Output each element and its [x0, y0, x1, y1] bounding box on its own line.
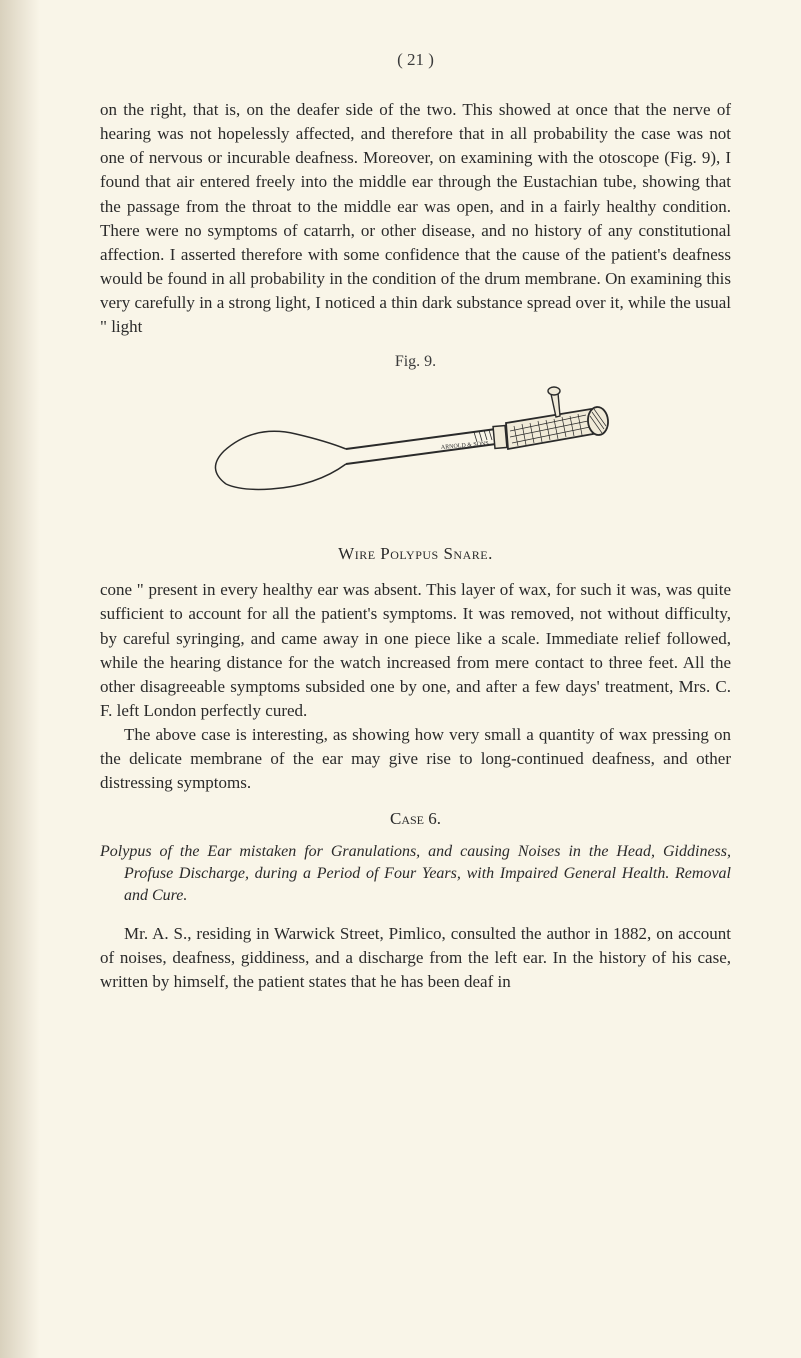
page-shadow	[0, 0, 40, 1358]
case-subtitle: Polypus of the Ear mistaken for Granulat…	[100, 841, 731, 906]
figure-label: Fig. 9.	[100, 353, 731, 371]
paragraph-2: cone " present in every healthy ear was …	[100, 578, 731, 723]
case-label: Case 6.	[100, 809, 731, 829]
paragraph-4: Mr. A. S., residing in Warwick Street, P…	[100, 922, 731, 994]
paragraph-1: on the right, that is, on the deafer sid…	[100, 98, 731, 339]
figure-container: ARNOLD & SONS	[100, 379, 731, 534]
paragraph-3: The above case is interesting, as showin…	[100, 723, 731, 795]
svg-text:ARNOLD & SONS: ARNOLD & SONS	[440, 441, 488, 451]
figure-caption: Wire Polypus Snare.	[100, 544, 731, 564]
wire-snare-illustration: ARNOLD & SONS	[196, 379, 636, 529]
page-number: ( 21 )	[100, 50, 731, 70]
